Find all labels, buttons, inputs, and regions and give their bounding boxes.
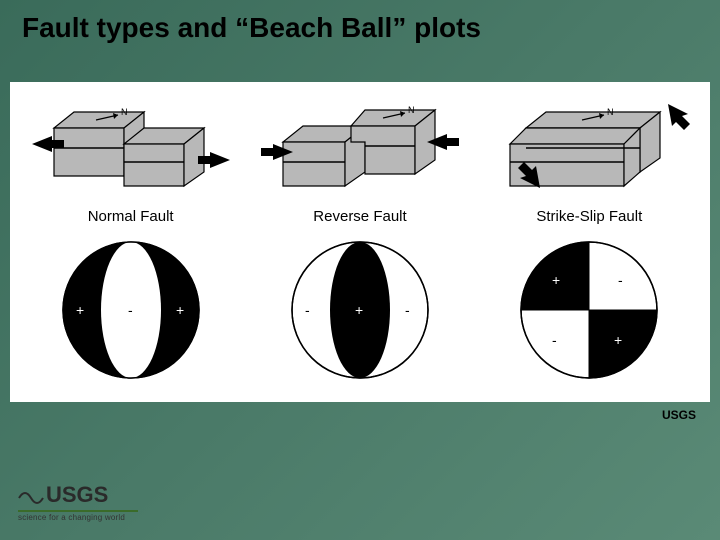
sign-minus: - — [552, 332, 557, 348]
image-credit: USGS — [662, 408, 696, 422]
fault-label: Normal Fault — [88, 208, 174, 225]
sign-plus: + — [76, 302, 84, 318]
reverse-fault-beachball: - + - — [285, 235, 435, 385]
fault-column-strikeslip: N Strike-Slip Fault + - - + — [479, 92, 699, 385]
usgs-tagline: science for a changing world — [18, 513, 148, 522]
sign-minus: - — [405, 302, 410, 318]
arrow-in-icon — [668, 104, 690, 130]
sign-plus: + — [355, 302, 363, 318]
slide-title: Fault types and “Beach Ball” plots — [22, 12, 481, 44]
normal-fault-block-diagram: N — [26, 92, 236, 202]
fault-label: Reverse Fault — [313, 208, 406, 225]
usgs-wave-icon — [18, 484, 44, 506]
sign-plus: + — [176, 302, 184, 318]
sign-minus: - — [618, 272, 623, 288]
fault-column-normal: N Normal Fault + - + — [21, 92, 241, 385]
normal-fault-beachball: + - + — [56, 235, 206, 385]
figure-panel: N Normal Fault + - + — [10, 82, 710, 402]
north-label: N — [607, 107, 614, 117]
sign-plus: + — [552, 272, 560, 288]
reverse-fault-block-diagram: N — [255, 92, 465, 202]
sign-minus: - — [128, 302, 133, 318]
sign-plus: + — [614, 332, 622, 348]
fault-label: Strike-Slip Fault — [536, 208, 642, 225]
logo-divider — [18, 510, 138, 512]
strikeslip-fault-block-diagram: N — [484, 92, 694, 202]
usgs-logo-text: USGS — [46, 482, 108, 508]
north-label: N — [408, 105, 415, 115]
fault-column-reverse: N Reverse Fault - + - — [250, 92, 470, 385]
strikeslip-fault-beachball: + - - + — [514, 235, 664, 385]
north-label: N — [121, 107, 128, 117]
sign-minus: - — [305, 302, 310, 318]
usgs-logo: USGS science for a changing world — [18, 482, 148, 522]
